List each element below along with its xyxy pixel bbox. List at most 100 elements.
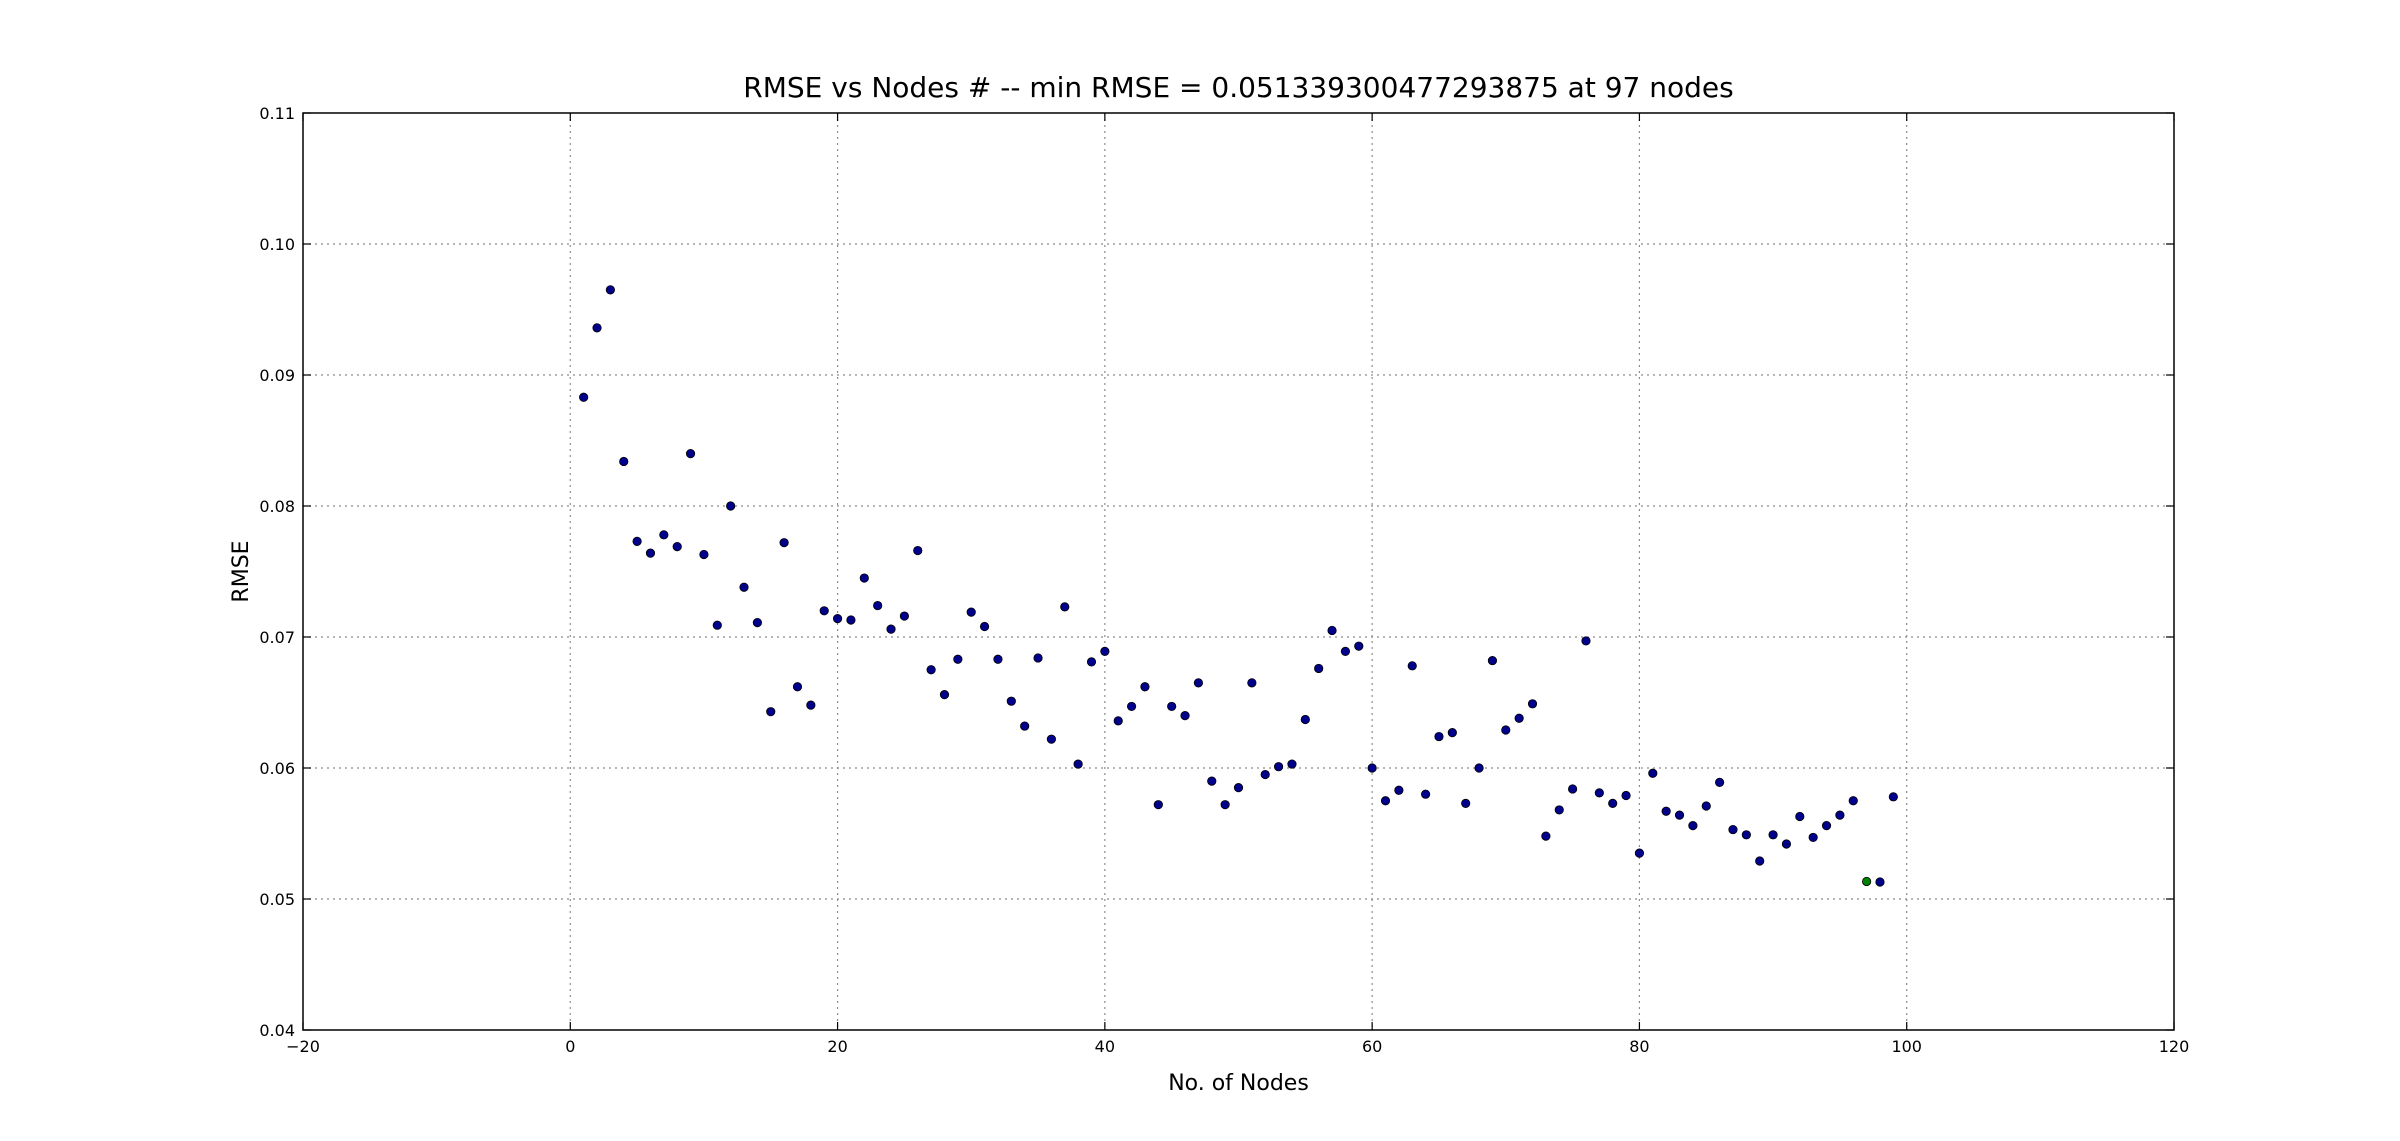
y-tick-label: 0.10 (259, 235, 295, 254)
data-point (1367, 763, 1377, 773)
data-point (873, 600, 883, 611)
data-point (1287, 759, 1297, 769)
data-point (1220, 800, 1230, 810)
x-axis-label: No. of Nodes (1168, 1071, 1309, 1096)
data-point (1380, 796, 1391, 806)
data-point (1795, 811, 1805, 822)
data-point (939, 690, 950, 700)
data-point (1514, 713, 1524, 723)
data-point (1608, 798, 1618, 808)
y-tick-label: 0.05 (259, 890, 295, 909)
data-point (1193, 678, 1204, 688)
data-point (1875, 877, 1885, 887)
data-point (1394, 785, 1404, 795)
data-point (859, 573, 869, 583)
data-point (645, 548, 656, 558)
data-point (1434, 731, 1444, 742)
x-tick-label: 80 (1629, 1037, 1649, 1056)
data-point (886, 624, 896, 634)
axis-ticks: −20 0 20 40 60 80 100 120 0.04 0.05 0.06 0.07 0.08 0.… (259, 104, 2189, 1056)
x-tick-label: 0 (565, 1037, 575, 1056)
plot-area-frame (302, 112, 2175, 1031)
data-point (1086, 657, 1097, 667)
data-point (1888, 792, 1898, 802)
data-point (1167, 701, 1177, 712)
data-point (1581, 636, 1591, 646)
data-point (1741, 830, 1751, 840)
data-point (766, 707, 776, 717)
y-tick-label: 0.04 (259, 1021, 295, 1040)
data-point (1233, 783, 1244, 793)
data-point (926, 665, 936, 675)
data-point (966, 607, 976, 617)
data-point (1421, 789, 1431, 799)
data-point (1474, 763, 1484, 773)
data-point (1020, 721, 1030, 731)
x-tick-label: −20 (286, 1037, 320, 1056)
data-point (579, 392, 589, 402)
data-point (1140, 682, 1150, 692)
data-point (592, 323, 602, 333)
data-point (832, 614, 843, 624)
data-point (1207, 776, 1217, 786)
data-point (1487, 655, 1498, 666)
y-tick-label: 0.09 (259, 366, 295, 385)
data-point (1768, 830, 1778, 840)
data-point (1407, 661, 1417, 671)
data-point (1541, 831, 1551, 841)
y-tick-label: 0.06 (259, 759, 295, 778)
data-point (1848, 796, 1858, 806)
x-tick-label: 120 (2159, 1037, 2190, 1056)
data-point (1447, 728, 1457, 738)
data-point (953, 654, 963, 664)
x-tick-label: 60 (1362, 1037, 1382, 1056)
data-point (1527, 699, 1538, 709)
data-point (806, 700, 816, 710)
data-point (726, 501, 736, 511)
data-point (1621, 790, 1631, 801)
data-point (1046, 734, 1057, 744)
data-point (712, 620, 722, 630)
data-point (1273, 762, 1284, 772)
data-point (792, 682, 803, 692)
data-point (1073, 759, 1083, 769)
data-point (1835, 810, 1845, 820)
x-tick-label: 100 (1891, 1037, 1922, 1056)
data-point (1100, 646, 1110, 657)
data-point (1701, 801, 1711, 811)
data-point (1755, 856, 1765, 866)
data-point (1340, 646, 1351, 657)
data-point (1314, 663, 1324, 674)
data-point (1006, 696, 1016, 706)
data-point (1661, 806, 1671, 816)
data-point (979, 621, 990, 632)
data-point (1126, 701, 1137, 712)
data-point (1060, 602, 1070, 612)
y-axis-label: RMSE (229, 540, 254, 602)
data-point (659, 530, 669, 540)
data-point (605, 285, 615, 295)
data-point (1327, 625, 1337, 636)
data-point (1354, 641, 1364, 651)
data-point (1781, 839, 1792, 849)
grid-lines (303, 113, 2174, 1030)
data-point (1153, 800, 1163, 810)
data-point (1728, 824, 1738, 835)
data-point (1113, 716, 1123, 726)
data-point (1554, 805, 1564, 815)
x-tick-label: 20 (827, 1037, 847, 1056)
data-point (1260, 769, 1270, 780)
data-point (1247, 678, 1257, 688)
data-point (632, 536, 642, 546)
data-point (1634, 848, 1645, 858)
data-point (739, 582, 749, 592)
data-point (1688, 821, 1698, 831)
data-point (752, 617, 762, 628)
data-point (1821, 821, 1832, 831)
data-point (913, 545, 923, 556)
data-point (846, 615, 856, 625)
data-point (1808, 832, 1818, 843)
data-point (899, 611, 909, 621)
data-point (1501, 725, 1511, 735)
